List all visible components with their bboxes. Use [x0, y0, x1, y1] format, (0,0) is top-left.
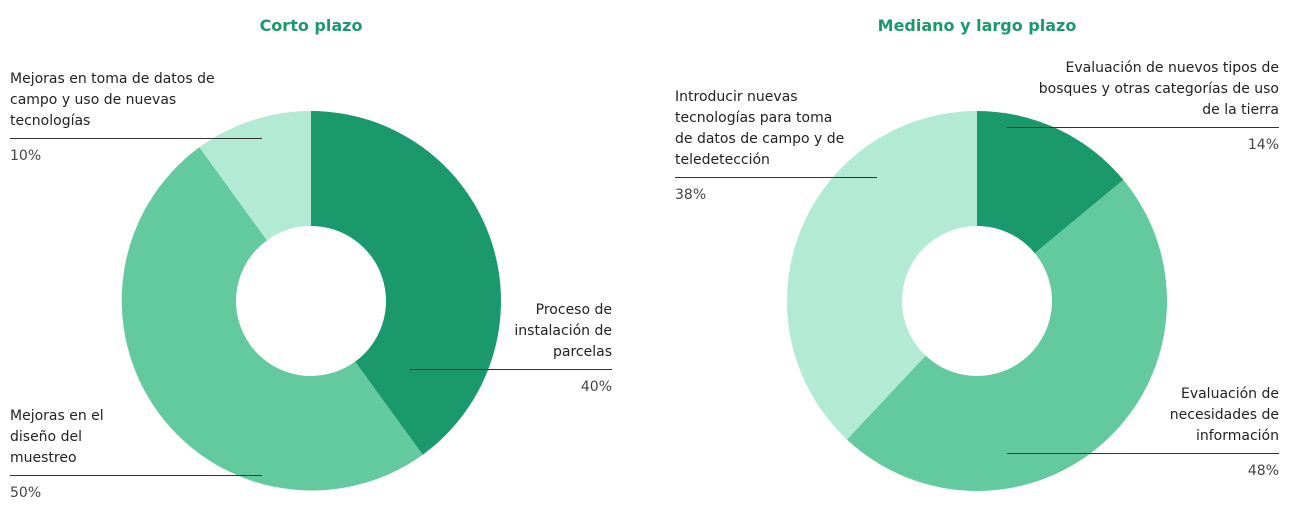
leader-line — [1007, 127, 1279, 128]
slice — [311, 111, 501, 455]
leader-line — [10, 138, 262, 139]
slice — [199, 111, 311, 241]
slice-label: Mejoras en toma de datos de campo y uso … — [10, 71, 215, 129]
value-label: 40% — [580, 379, 612, 395]
leader-line — [675, 177, 877, 178]
slice-label: Evaluación de necesidades de información — [1169, 386, 1279, 444]
leader-line — [1007, 453, 1279, 454]
slice-label: Evaluación de nuevos tipos de bosques y … — [1038, 60, 1279, 118]
chart-title: Corto plazo — [259, 16, 363, 35]
slice-label: Introducir nuevas tecnologías para toma … — [675, 89, 845, 168]
leader-line — [410, 369, 612, 370]
chart-title: Mediano y largo plazo — [877, 16, 1077, 35]
value-label: 48% — [1247, 463, 1279, 479]
slice-label: Mejoras en el diseño del muestreo — [10, 408, 104, 466]
value-label: 14% — [1247, 137, 1279, 153]
value-label: 50% — [10, 485, 42, 501]
slice — [977, 111, 1124, 254]
slice — [787, 111, 977, 440]
leader-line — [10, 475, 262, 476]
slice — [846, 179, 1167, 491]
value-label: 10% — [10, 148, 42, 164]
slice-label: Proceso de instalación de parcelas — [514, 302, 612, 360]
slice — [121, 147, 423, 491]
value-label: 38% — [675, 187, 707, 203]
